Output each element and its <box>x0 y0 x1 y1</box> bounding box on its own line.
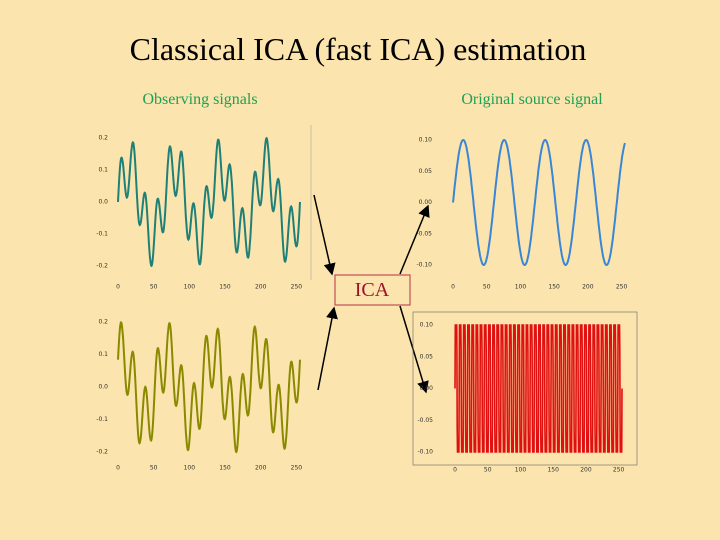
y-tick-label: -0.2 <box>96 449 108 456</box>
signal-curve <box>452 139 626 267</box>
x-tick-label: 0 <box>116 465 120 472</box>
x-tick-label: 150 <box>548 284 560 291</box>
y-tick-label: 0.0 <box>98 384 108 391</box>
y-tick-label: 0.2 <box>98 135 108 142</box>
x-tick-label: 250 <box>291 465 303 472</box>
source-label: Original source signal <box>461 91 603 108</box>
x-tick-label: 150 <box>219 465 231 472</box>
x-tick-label: 100 <box>184 284 196 291</box>
y-tick-label: -0.05 <box>416 230 432 237</box>
x-tick-label: 250 <box>291 284 303 291</box>
x-tick-label: 0 <box>451 284 455 291</box>
y-tick-label: 0.1 <box>98 351 108 358</box>
signal-curve <box>117 320 301 454</box>
y-tick-label: 0.1 <box>98 167 108 174</box>
y-tick-label: 0.0 <box>98 199 108 206</box>
arrow <box>399 204 430 275</box>
x-tick-label: 200 <box>582 284 594 291</box>
x-tick-label: 0 <box>453 467 457 474</box>
y-tick-label: 0.05 <box>419 168 433 175</box>
x-tick-label: 200 <box>255 465 267 472</box>
ica-label: ICA <box>355 279 390 301</box>
x-tick-label: 0 <box>116 284 120 291</box>
x-tick-label: 100 <box>515 467 527 474</box>
x-tick-label: 150 <box>219 284 231 291</box>
arrow <box>313 194 336 276</box>
y-tick-label: 0.05 <box>420 353 434 360</box>
y-tick-label: 0.2 <box>98 319 108 326</box>
x-tick-label: 50 <box>484 467 492 474</box>
x-tick-label: 100 <box>184 465 196 472</box>
y-tick-label: -0.10 <box>417 449 433 456</box>
y-tick-label: -0.05 <box>417 417 433 424</box>
signal-curve <box>454 324 623 453</box>
slide-title: Classical ICA (fast ICA) estimation <box>130 31 587 67</box>
x-tick-label: 250 <box>616 284 628 291</box>
observed-label: Observing signals <box>142 91 257 108</box>
y-tick-label: -0.1 <box>96 416 108 423</box>
y-tick-label: 0.00 <box>420 385 434 392</box>
y-tick-label: -0.1 <box>96 231 108 238</box>
x-tick-label: 50 <box>150 465 158 472</box>
ica-box <box>334 274 411 306</box>
x-tick-label: 50 <box>483 284 491 291</box>
y-tick-label: -0.10 <box>416 262 432 269</box>
y-tick-label: 0.10 <box>419 137 433 144</box>
x-tick-label: 200 <box>580 467 592 474</box>
plot-frame <box>412 311 638 466</box>
arrow <box>317 306 338 391</box>
signal-curve <box>117 136 301 268</box>
x-tick-label: 150 <box>547 467 559 474</box>
x-tick-label: 200 <box>255 284 267 291</box>
y-tick-label: 0.10 <box>420 322 434 329</box>
x-tick-label: 100 <box>515 284 527 291</box>
x-tick-label: 250 <box>613 467 625 474</box>
y-tick-label: 0.00 <box>419 199 433 206</box>
x-tick-label: 50 <box>150 284 158 291</box>
y-tick-label: -0.2 <box>96 263 108 270</box>
